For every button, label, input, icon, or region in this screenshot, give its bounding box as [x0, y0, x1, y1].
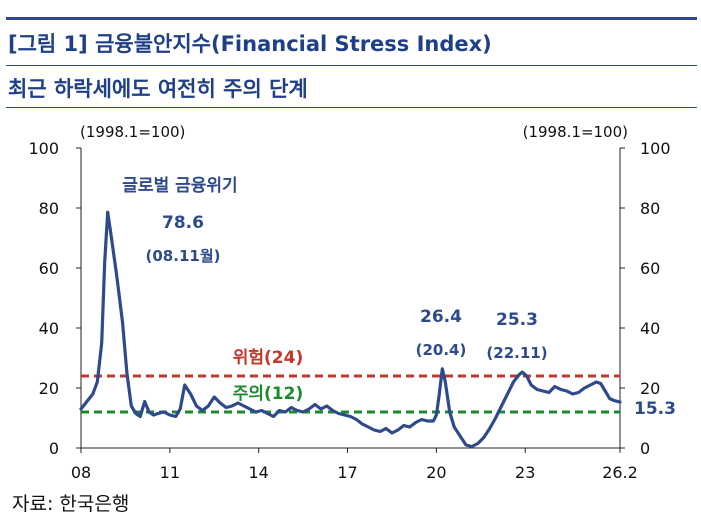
x-tick-label: 23: [515, 463, 535, 482]
annotation-2022-date: (22.11): [486, 344, 547, 362]
left-y-tick-label: 40: [39, 319, 59, 338]
page-subtitle: 최근 하락세에도 여전히 주의 단계: [8, 77, 308, 101]
left-y-tick-label: 60: [39, 259, 59, 278]
annotation-2022-value: 25.3: [496, 310, 538, 330]
right-axis-unit: (1998.1=100): [523, 123, 628, 141]
left-y-ticks: 0 20 40 60 80 100: [28, 139, 81, 458]
title-divider: [6, 65, 697, 66]
fsi-line-chart: (1998.1=100) (1998.1=100) 0 20 40 60 80 100 0…: [28, 123, 676, 482]
left-y-tick-label: 100: [28, 139, 59, 158]
left-y-tick-label: 20: [39, 379, 59, 398]
right-y-ticks: 0 20 40 60 80 100: [620, 139, 671, 458]
right-y-tick-label: 0: [640, 439, 650, 458]
left-axis-unit: (1998.1=100): [80, 123, 185, 141]
page-title: [그림 1] 금융불안지수(Financial Stress Index): [8, 32, 492, 56]
left-y-tick-label: 80: [39, 199, 59, 218]
threshold-label: 위험(24): [233, 347, 303, 368]
left-y-tick-label: 0: [49, 439, 59, 458]
right-y-tick-label: 80: [640, 199, 660, 218]
right-y-tick-label: 60: [640, 259, 660, 278]
threshold-label: 주의(12): [233, 384, 303, 404]
annotation-2020-value: 26.4: [420, 307, 462, 327]
top-rule: [6, 17, 697, 20]
fsi-series-line: [79, 210, 622, 449]
source-note: 자료: 한국은행: [12, 493, 130, 515]
threshold-lines: 위험(24) 주의(12): [81, 347, 620, 414]
x-tick-label: 20: [426, 463, 446, 482]
x-tick-label: 11: [160, 463, 180, 482]
x-tick-label: 14: [249, 463, 269, 482]
x-ticks: 08 11 14 17 20 23 26.2: [71, 448, 638, 482]
right-y-tick-label: 40: [640, 319, 660, 338]
x-tick-label: 17: [337, 463, 357, 482]
right-y-tick-label: 100: [640, 139, 671, 158]
right-y-tick-label: 20: [640, 379, 660, 398]
annotation-gfc-title: 글로벌 금융위기: [122, 176, 237, 196]
annotation-gfc-value: 78.6: [162, 213, 204, 233]
x-tick-label: 26.2: [602, 463, 638, 482]
x-tick-label: 08: [71, 463, 91, 482]
annotation-gfc-date: (08.11월): [146, 247, 221, 265]
annotation-2020-date: (20.4): [416, 341, 467, 359]
subtitle-divider: [6, 107, 697, 108]
last-value-label: 15.3: [634, 399, 676, 419]
